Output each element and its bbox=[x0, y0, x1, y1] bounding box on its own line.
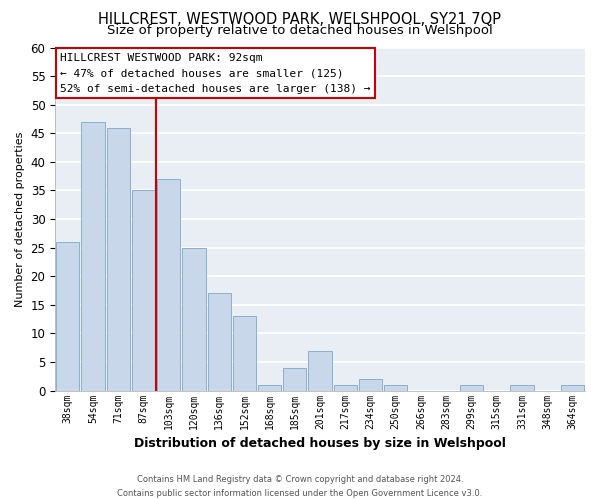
Bar bbox=[283, 368, 307, 390]
Bar bbox=[384, 385, 407, 390]
Text: HILLCREST WESTWOOD PARK: 92sqm
← 47% of detached houses are smaller (125)
52% of: HILLCREST WESTWOOD PARK: 92sqm ← 47% of … bbox=[61, 52, 371, 94]
Bar bbox=[233, 316, 256, 390]
Bar bbox=[208, 294, 231, 390]
Bar bbox=[56, 242, 79, 390]
Bar bbox=[308, 350, 332, 391]
Bar bbox=[334, 385, 357, 390]
Bar bbox=[460, 385, 483, 390]
Text: HILLCREST, WESTWOOD PARK, WELSHPOOL, SY21 7QP: HILLCREST, WESTWOOD PARK, WELSHPOOL, SY2… bbox=[98, 12, 502, 28]
X-axis label: Distribution of detached houses by size in Welshpool: Distribution of detached houses by size … bbox=[134, 437, 506, 450]
Y-axis label: Number of detached properties: Number of detached properties bbox=[15, 132, 25, 307]
Bar bbox=[157, 179, 180, 390]
Bar bbox=[359, 379, 382, 390]
Text: Contains HM Land Registry data © Crown copyright and database right 2024.
Contai: Contains HM Land Registry data © Crown c… bbox=[118, 476, 482, 498]
Bar bbox=[107, 128, 130, 390]
Bar bbox=[82, 122, 104, 390]
Text: Size of property relative to detached houses in Welshpool: Size of property relative to detached ho… bbox=[107, 24, 493, 37]
Bar bbox=[561, 385, 584, 390]
Bar bbox=[511, 385, 533, 390]
Bar bbox=[182, 248, 206, 390]
Bar bbox=[258, 385, 281, 390]
Bar bbox=[132, 190, 155, 390]
